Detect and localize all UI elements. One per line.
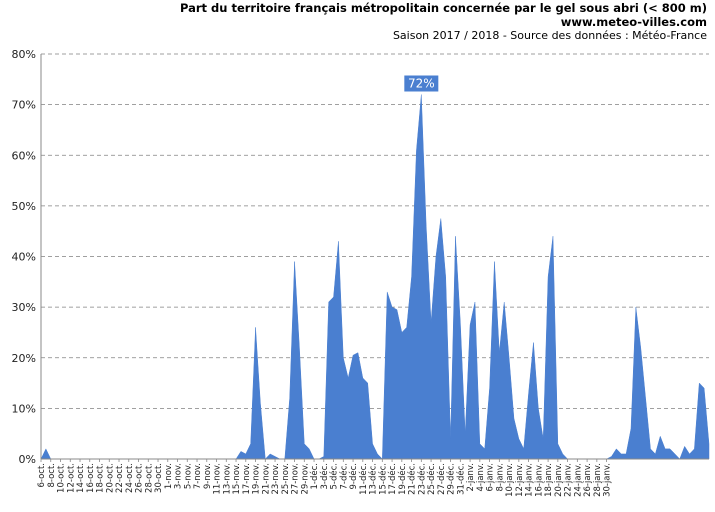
x-tick-label: 28-oct. xyxy=(144,463,154,493)
y-tick-label: 30% xyxy=(12,301,36,314)
series-area xyxy=(40,94,710,460)
x-tick-label: 1-déc. xyxy=(309,463,320,489)
area-series xyxy=(40,94,710,460)
x-tick-label: 9-nov. xyxy=(203,463,213,489)
x-tick-label: 21-nov. xyxy=(261,463,271,495)
x-tick-label: 30-janv. xyxy=(603,463,613,497)
x-tick-label: 13-déc. xyxy=(368,463,379,495)
y-tick-label: 80% xyxy=(12,48,36,61)
max-label: 72% xyxy=(404,75,439,92)
x-tick-label: 1-nov. xyxy=(164,463,174,489)
x-tick-label: 24-oct. xyxy=(125,463,135,493)
x-axis-ticks: 6-oct. 8-oct. 10-oct. 12-oct. 14-oct. 16-oct.… xyxy=(37,459,613,497)
x-tick-label: 15-déc. xyxy=(377,463,388,495)
x-tick-label: 9-déc. xyxy=(348,463,359,489)
x-tick-label: 19-nov. xyxy=(252,463,262,495)
x-tick-label: 26-janv. xyxy=(583,463,593,497)
x-tick-label: 5-déc. xyxy=(329,463,340,489)
x-tick-label: 17-déc. xyxy=(387,463,398,495)
y-tick-label: 0% xyxy=(19,453,36,466)
x-tick-label: 16-janv. xyxy=(534,463,544,497)
gridlines xyxy=(41,53,709,409)
x-tick-label: 8-janv. xyxy=(495,463,505,492)
x-tick-label: 23-nov. xyxy=(271,463,281,495)
x-tick-label: 8-oct. xyxy=(47,463,57,488)
x-tick-label: 20-oct. xyxy=(105,463,115,493)
site-url: www.meteo-villes.com xyxy=(560,15,707,29)
x-tick-label: 14-oct. xyxy=(76,463,86,493)
x-tick-label: 25-nov. xyxy=(281,463,291,495)
y-tick-label: 40% xyxy=(12,251,36,264)
x-tick-label: 5-nov. xyxy=(183,463,193,489)
chart-subtitle: Saison 2017 / 2018 - Source des données … xyxy=(392,29,707,42)
x-tick-label: 15-nov. xyxy=(232,463,242,495)
x-tick-label: 22-janv. xyxy=(564,463,574,497)
x-tick-label: 3-déc. xyxy=(319,463,330,489)
x-tick-label: 4-janv. xyxy=(476,463,486,492)
x-tick-label: 2-janv. xyxy=(466,463,476,492)
x-tick-label: 24-janv. xyxy=(573,463,583,497)
y-axis-ticks: 0% 10% 20% 30% 40% 50% 60% 70% 80% xyxy=(12,48,36,466)
x-tick-label: 3-nov. xyxy=(174,463,184,489)
x-tick-label: 25-déc. xyxy=(426,463,437,495)
x-tick-label: 12-janv. xyxy=(515,463,525,497)
x-tick-label: 27-déc. xyxy=(436,463,447,495)
x-tick-label: 6-oct. xyxy=(37,463,47,488)
x-tick-label: 18-janv. xyxy=(544,463,554,497)
x-tick-label: 26-oct. xyxy=(135,463,145,493)
y-tick-label: 70% xyxy=(12,99,36,112)
x-tick-label: 21-déc. xyxy=(407,463,418,495)
max-label-box xyxy=(404,75,439,92)
x-tick-label: 29-nov. xyxy=(300,463,310,495)
x-tick-label: 31-déc. xyxy=(455,463,466,495)
x-tick-label: 13-nov. xyxy=(222,463,232,495)
x-tick-label: 14-janv. xyxy=(525,463,535,497)
x-tick-label: 18-oct. xyxy=(96,463,106,493)
x-tick-label: 29-déc. xyxy=(446,463,457,495)
x-tick-label: 27-nov. xyxy=(291,463,301,495)
x-tick-label: 22-oct. xyxy=(115,463,125,493)
y-tick-label: 10% xyxy=(12,402,36,415)
x-tick-label: 10-janv. xyxy=(505,463,515,497)
chart-title: Part du territoire français métropolitai… xyxy=(179,1,707,15)
x-tick-label: 12-oct. xyxy=(66,463,76,493)
x-tick-label: 7-déc. xyxy=(338,463,349,489)
x-tick-label: 16-oct. xyxy=(86,463,96,493)
x-tick-label: 7-nov. xyxy=(193,463,203,489)
x-tick-label: 10-oct. xyxy=(57,463,67,493)
x-tick-label: 11-nov. xyxy=(213,463,223,495)
x-tick-label: 17-nov. xyxy=(242,463,252,495)
x-tick-label: 6-janv. xyxy=(486,463,496,492)
y-tick-label: 60% xyxy=(12,149,36,162)
max-value-label: 72% xyxy=(408,77,435,91)
x-tick-label: 30-oct. xyxy=(154,463,164,493)
x-tick-label: 19-déc. xyxy=(397,463,408,495)
axes xyxy=(40,54,709,460)
x-tick-label: 20-janv. xyxy=(554,463,564,497)
x-tick-label: 23-déc. xyxy=(416,463,427,495)
x-tick-label: 11-déc. xyxy=(358,463,369,495)
x-tick-label: 28-janv. xyxy=(593,463,603,497)
y-tick-label: 50% xyxy=(12,200,36,213)
y-tick-label: 20% xyxy=(12,352,36,365)
